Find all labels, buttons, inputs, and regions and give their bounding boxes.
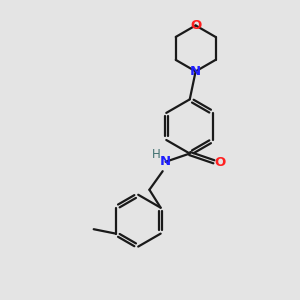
- Text: H: H: [152, 148, 161, 161]
- Text: O: O: [214, 156, 225, 169]
- Text: N: N: [190, 65, 201, 78]
- Text: O: O: [190, 19, 201, 32]
- Text: N: N: [160, 155, 171, 168]
